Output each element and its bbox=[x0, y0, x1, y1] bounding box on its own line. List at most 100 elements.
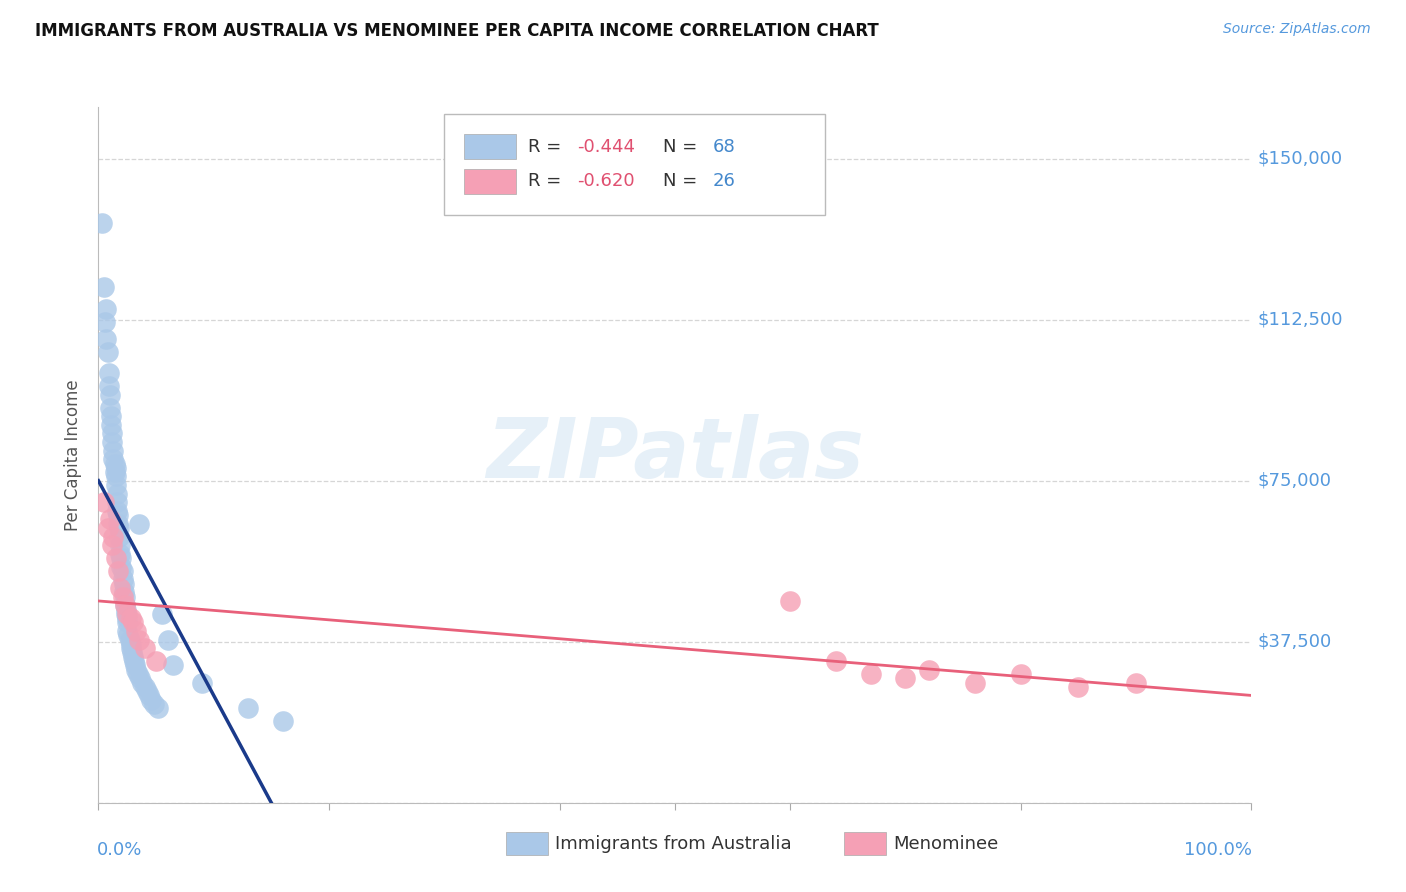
Point bbox=[105, 486, 128, 500]
Point bbox=[104, 460, 127, 475]
Point bbox=[117, 615, 138, 630]
Point bbox=[104, 469, 127, 483]
Point bbox=[117, 611, 138, 625]
Text: Immigrants from Australia: Immigrants from Australia bbox=[555, 835, 792, 853]
Point bbox=[98, 401, 121, 415]
Point bbox=[129, 671, 152, 685]
Text: 26: 26 bbox=[713, 172, 735, 191]
Point bbox=[156, 632, 179, 647]
Point bbox=[103, 443, 125, 458]
Point bbox=[111, 564, 134, 578]
Point bbox=[115, 607, 138, 621]
Point bbox=[128, 632, 150, 647]
Point bbox=[115, 602, 138, 616]
FancyBboxPatch shape bbox=[444, 114, 825, 215]
Point bbox=[100, 409, 122, 424]
Point bbox=[90, 216, 112, 230]
Text: Source: ZipAtlas.com: Source: ZipAtlas.com bbox=[1223, 22, 1371, 37]
Point bbox=[134, 641, 156, 656]
Point bbox=[271, 714, 294, 729]
Text: $112,500: $112,500 bbox=[1257, 310, 1343, 328]
Text: R =: R = bbox=[529, 172, 568, 191]
Point bbox=[134, 680, 156, 694]
Point bbox=[131, 675, 153, 690]
Point bbox=[110, 559, 132, 574]
Point bbox=[98, 388, 121, 402]
Point bbox=[917, 663, 939, 677]
Point bbox=[117, 607, 138, 621]
Point bbox=[1125, 675, 1147, 690]
Point bbox=[125, 663, 148, 677]
Point bbox=[110, 581, 132, 595]
Point bbox=[145, 654, 167, 668]
Point bbox=[142, 697, 165, 711]
Text: N =: N = bbox=[664, 137, 703, 156]
Point bbox=[238, 701, 260, 715]
Text: Menominee: Menominee bbox=[893, 835, 998, 853]
Point bbox=[103, 452, 125, 467]
Point bbox=[97, 344, 120, 359]
Text: $37,500: $37,500 bbox=[1257, 632, 1331, 651]
Point bbox=[894, 671, 917, 685]
Point bbox=[1010, 667, 1032, 681]
Point bbox=[97, 379, 120, 393]
Point bbox=[96, 332, 118, 346]
Point bbox=[127, 667, 149, 681]
Bar bbox=[464, 169, 516, 194]
Point bbox=[112, 576, 135, 591]
Text: 68: 68 bbox=[713, 137, 735, 156]
Point bbox=[101, 426, 124, 441]
Text: -0.620: -0.620 bbox=[576, 172, 634, 191]
Point bbox=[110, 538, 132, 552]
Point bbox=[191, 675, 214, 690]
Point bbox=[122, 615, 145, 630]
Point bbox=[108, 521, 131, 535]
Point bbox=[114, 590, 136, 604]
Text: $75,000: $75,000 bbox=[1257, 472, 1331, 490]
Point bbox=[117, 624, 138, 638]
Point bbox=[103, 465, 125, 479]
Point bbox=[97, 367, 120, 381]
Point bbox=[1067, 680, 1090, 694]
Y-axis label: Per Capita Income: Per Capita Income bbox=[65, 379, 83, 531]
Bar bbox=[464, 134, 516, 159]
Point bbox=[111, 590, 134, 604]
Point bbox=[94, 315, 117, 329]
Point bbox=[120, 611, 142, 625]
Text: N =: N = bbox=[664, 172, 703, 191]
Point bbox=[779, 594, 801, 608]
Point bbox=[125, 624, 148, 638]
Point bbox=[825, 654, 848, 668]
Point bbox=[859, 667, 882, 681]
Point bbox=[135, 684, 157, 698]
Point bbox=[93, 280, 115, 294]
Point bbox=[120, 641, 142, 656]
Point bbox=[98, 512, 121, 526]
Text: 0.0%: 0.0% bbox=[97, 841, 142, 859]
Point bbox=[107, 508, 129, 522]
Point bbox=[141, 692, 163, 706]
Point bbox=[150, 607, 173, 621]
Text: 100.0%: 100.0% bbox=[1184, 841, 1253, 859]
Point bbox=[105, 495, 128, 509]
Point bbox=[103, 529, 125, 543]
Point bbox=[101, 538, 124, 552]
Text: ZIPatlas: ZIPatlas bbox=[486, 415, 863, 495]
Point bbox=[100, 417, 122, 432]
Text: $150,000: $150,000 bbox=[1257, 150, 1343, 168]
Point bbox=[128, 516, 150, 531]
Point bbox=[148, 701, 170, 715]
Point bbox=[122, 654, 145, 668]
Point bbox=[162, 658, 184, 673]
Point bbox=[122, 649, 145, 664]
Point bbox=[96, 301, 118, 316]
Point bbox=[107, 516, 129, 531]
Point bbox=[118, 632, 141, 647]
Point bbox=[103, 457, 125, 471]
Point bbox=[101, 435, 124, 450]
Point bbox=[114, 599, 136, 613]
Point bbox=[120, 637, 142, 651]
Point bbox=[110, 547, 132, 561]
Point bbox=[114, 599, 136, 613]
Point bbox=[124, 658, 146, 673]
